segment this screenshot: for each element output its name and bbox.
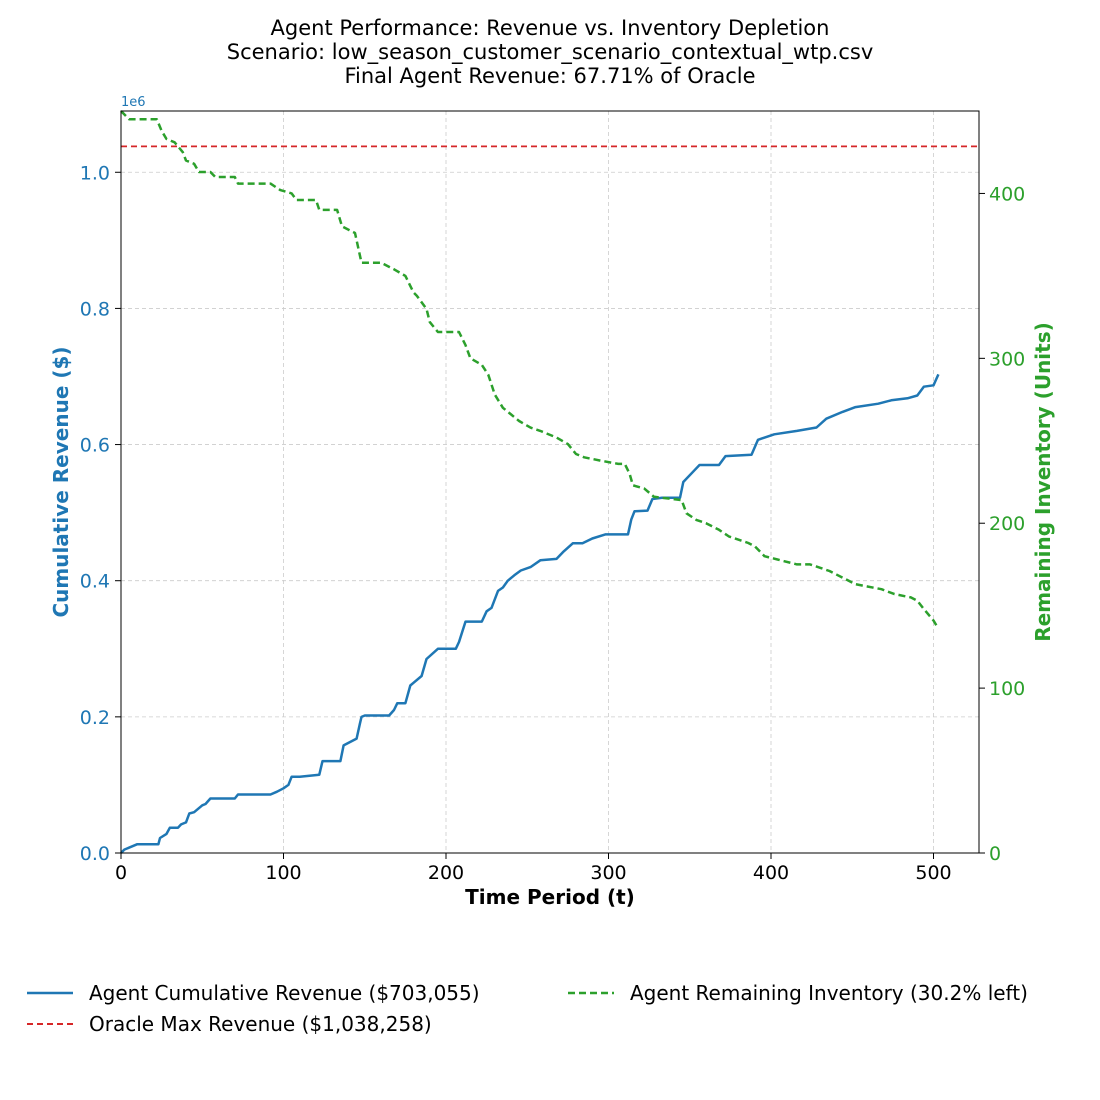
series-line-revenue <box>120 373 940 854</box>
x-tick-label: 400 <box>753 862 789 884</box>
y-right-tick-label: 200 <box>989 513 1025 535</box>
x-tick-label: 100 <box>265 862 301 884</box>
y-axis-right-label: Remaining Inventory (Units) <box>1031 322 1055 642</box>
y-left-tick-label: 1.0 <box>80 162 110 184</box>
y-left-tick-label: 0.8 <box>80 298 110 320</box>
x-tick-label: 0 <box>115 862 127 884</box>
x-axis-label: Time Period (t) <box>465 885 635 909</box>
y-left-tick-label: 0.2 <box>80 707 110 729</box>
x-tick-label: 200 <box>428 862 464 884</box>
plot-frame <box>120 110 980 854</box>
y-right-tick-label: 100 <box>989 678 1025 700</box>
chart-title-line-3: Final Agent Revenue: 67.71% of Oracle <box>344 64 755 88</box>
legend-entry-inventory: Agent Remaining Inventory (30.2% left) <box>568 981 1028 1005</box>
series-layer <box>120 110 979 854</box>
x-tick-label: 500 <box>915 862 951 884</box>
x-tick-label: 300 <box>590 862 626 884</box>
legend-entry-revenue: Agent Cumulative Revenue ($703,055) <box>27 981 480 1005</box>
series-line-inventory <box>120 110 940 630</box>
y-left-tick-label: 0.0 <box>80 843 110 865</box>
y-right-tick-label: 400 <box>989 183 1025 205</box>
legend-label-inventory: Agent Remaining Inventory (30.2% left) <box>630 981 1028 1005</box>
legend-label-revenue: Agent Cumulative Revenue ($703,055) <box>89 981 480 1005</box>
y-left-tick-label: 0.6 <box>80 435 110 457</box>
legend-label-oracle: Oracle Max Revenue ($1,038,258) <box>89 1012 432 1036</box>
chart-title-line-2: Scenario: low_season_customer_scenario_c… <box>227 40 874 65</box>
y-right-tick-label: 0 <box>989 843 1001 865</box>
y-right-tick-label: 300 <box>989 348 1025 370</box>
y-axis-left-label: Cumulative Revenue ($) <box>49 346 73 617</box>
grid-lines <box>120 111 979 854</box>
legend: Agent Cumulative Revenue ($703,055) Orac… <box>27 981 1028 1036</box>
chart-title-line-1: Agent Performance: Revenue vs. Inventory… <box>271 16 830 40</box>
y-left-tick-label: 0.4 <box>80 571 110 593</box>
legend-entry-oracle: Oracle Max Revenue ($1,038,258) <box>27 1012 432 1036</box>
tick-layer: 0 100 200 300 400 500 0.0 0.2 0.4 0.6 0.8 1.0 0 100 20… <box>80 162 1025 884</box>
left-axis-multiplier: 1e6 <box>121 95 146 110</box>
chart-title: Agent Performance: Revenue vs. Inventory… <box>227 16 874 88</box>
